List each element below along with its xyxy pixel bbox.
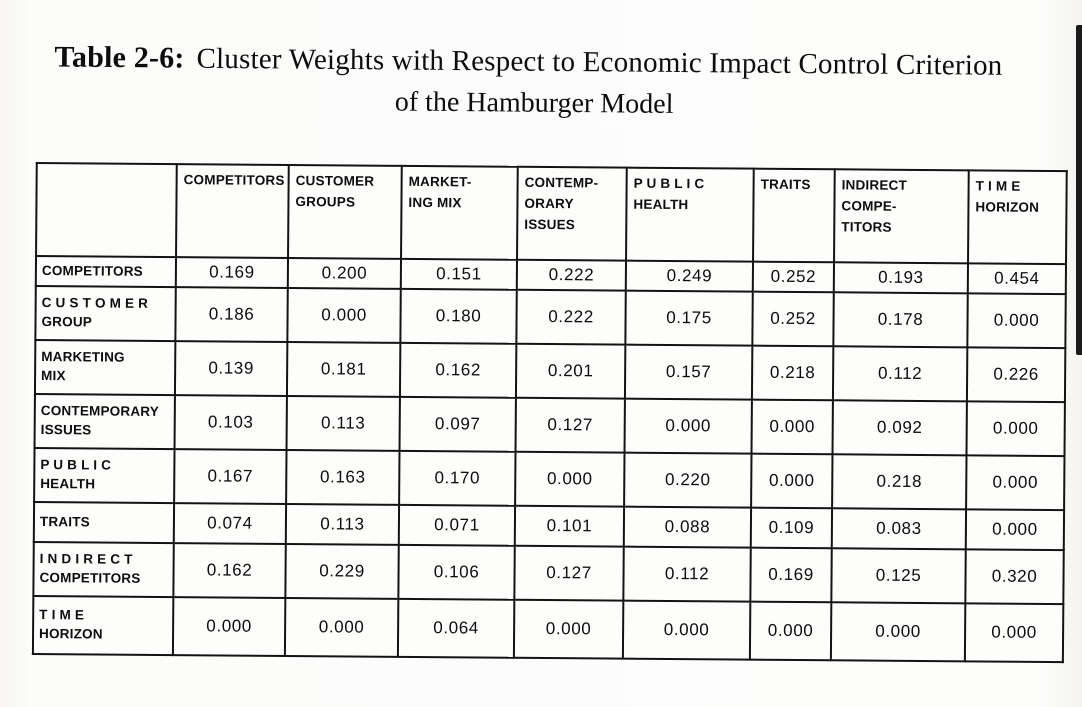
weight-cell: 0.201 <box>515 343 626 399</box>
weight-cell: 0.088 <box>623 506 752 548</box>
weight-cell: 0.000 <box>964 603 1064 663</box>
weight-cell: 0.101 <box>514 505 625 547</box>
column-header: COMPETITORS <box>176 164 289 258</box>
weight-cell: 0.170 <box>399 450 516 506</box>
weight-cell: 0.162 <box>173 543 286 598</box>
caption-text: Cluster Weights with Respect to Economic… <box>196 42 1003 82</box>
weight-cell: 0.157 <box>624 344 753 400</box>
weight-cell: 0.074 <box>173 503 287 544</box>
weight-cell: 0.162 <box>399 342 517 398</box>
weight-cell: 0.000 <box>751 399 833 455</box>
row-header: COMPETITORS <box>35 256 177 288</box>
weight-cell: 0.000 <box>513 599 624 659</box>
weight-cell: 0.127 <box>515 397 625 453</box>
weight-cell: 0.193 <box>833 262 969 294</box>
weight-cell: 0.000 <box>966 401 1065 457</box>
weight-cell: 0.000 <box>172 597 286 656</box>
weight-cell: 0.083 <box>831 508 967 550</box>
weight-cell: 0.125 <box>831 548 966 604</box>
row-header: C U S T O M E R GROUP <box>35 286 176 342</box>
weight-cell: 0.175 <box>625 290 753 346</box>
weight-cell: 0.000 <box>751 453 833 509</box>
row-header: P U B L I C HEALTH <box>34 448 175 504</box>
column-header: INDIRECT COMPE- TITORS <box>834 169 969 264</box>
weight-cell: 0.226 <box>966 347 1066 403</box>
weight-cell: 0.180 <box>400 288 517 344</box>
weight-cell: 0.186 <box>175 287 288 342</box>
weight-cell: 0.220 <box>624 452 752 508</box>
weight-cell: 0.097 <box>399 396 516 452</box>
weight-cell: 0.320 <box>965 549 1064 605</box>
weight-cell: 0.127 <box>514 545 624 601</box>
caption-subtext: of the Hamburger Model <box>394 86 674 120</box>
caption-line1: Table 2-6: Cluster Weights with Respect t… <box>54 40 1081 83</box>
corner-cell <box>36 163 177 258</box>
weight-cell: 0.000 <box>624 398 752 454</box>
column-header: CONTEMP- ORARY ISSUES <box>517 166 627 261</box>
weight-cell: 0.103 <box>174 395 287 450</box>
weight-cell: 0.163 <box>286 449 400 505</box>
table-number-label: Table 2-6: <box>54 40 185 75</box>
weight-cell: 0.000 <box>622 600 751 660</box>
column-header: TRAITS <box>753 168 835 263</box>
column-header: P U B L I C HEALTH <box>626 167 754 262</box>
weight-cell: 0.178 <box>833 292 968 348</box>
row-header: I N D I R E C T COMPETITORS <box>33 541 174 598</box>
weight-cell: 0.181 <box>286 341 401 397</box>
weight-cell: 0.113 <box>286 395 400 451</box>
weight-cell: 0.139 <box>174 341 288 396</box>
weight-cell: 0.222 <box>516 289 626 345</box>
weight-cell: 0.109 <box>750 507 833 549</box>
table-caption: Table 2-6: Cluster Weights with Respect t… <box>0 0 1082 124</box>
column-header: MARKET- ING MIX <box>401 165 518 260</box>
weight-cell: 0.200 <box>287 257 402 289</box>
weight-cell: 0.218 <box>751 345 834 401</box>
row-header: TRAITS <box>33 502 175 544</box>
weight-cell: 0.112 <box>832 346 968 402</box>
weight-cell: 0.092 <box>832 400 967 456</box>
weight-cell: 0.169 <box>750 547 832 603</box>
weight-cell: 0.454 <box>967 263 1067 295</box>
weight-cell: 0.000 <box>967 293 1066 349</box>
weight-cell: 0.218 <box>832 454 967 510</box>
weight-cell: 0.252 <box>752 291 834 347</box>
weight-cell: 0.000 <box>966 455 1065 511</box>
cluster-weights-table: COMPETITORS CUSTOMER GROUPS MARKET- ING MI… <box>31 162 1068 664</box>
row-header: MARKETING MIX <box>34 340 176 396</box>
weight-cell: 0.229 <box>285 543 399 599</box>
weight-cell: 0.113 <box>285 503 400 545</box>
weight-cell: 0.169 <box>175 257 289 288</box>
weight-cell: 0.000 <box>284 597 399 657</box>
weight-cell: 0.000 <box>965 509 1065 551</box>
weight-cell: 0.000 <box>749 601 832 661</box>
weight-cell: 0.151 <box>400 258 518 290</box>
column-header: CUSTOMER GROUPS <box>288 164 402 259</box>
weight-cell: 0.106 <box>398 544 515 600</box>
weight-cell: 0.249 <box>625 260 754 292</box>
weight-cell: 0.000 <box>287 287 401 343</box>
weight-cell: 0.064 <box>397 598 515 658</box>
weight-cell: 0.112 <box>623 546 751 602</box>
weight-cell: 0.222 <box>516 259 627 291</box>
weight-cell: 0.252 <box>752 261 835 293</box>
weight-cell: 0.000 <box>515 451 625 507</box>
weight-cell: 0.000 <box>830 602 966 662</box>
weight-cell: 0.167 <box>174 449 287 504</box>
row-header: T I M E HORIZON <box>32 595 174 656</box>
weight-cell: 0.071 <box>398 504 516 546</box>
scan-artifact-bar <box>1076 25 1082 355</box>
column-header: T I M E HORIZON <box>968 170 1067 265</box>
row-header: CONTEMPORARY ISSUES <box>34 394 175 450</box>
